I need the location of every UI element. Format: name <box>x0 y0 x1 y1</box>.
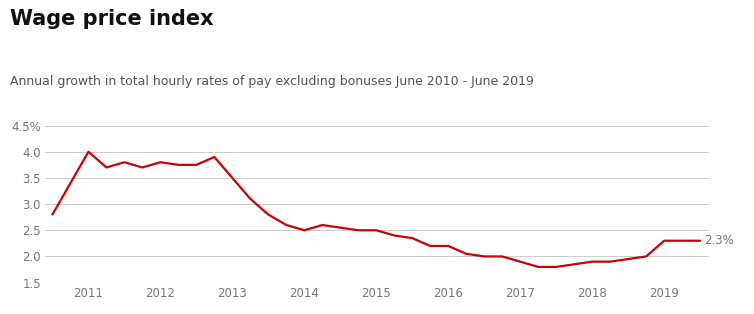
Text: Annual growth in total hourly rates of pay excluding bonuses June 2010 - June 20: Annual growth in total hourly rates of p… <box>10 75 534 88</box>
Text: 2.3%: 2.3% <box>704 234 734 247</box>
Text: Wage price index: Wage price index <box>10 9 213 30</box>
